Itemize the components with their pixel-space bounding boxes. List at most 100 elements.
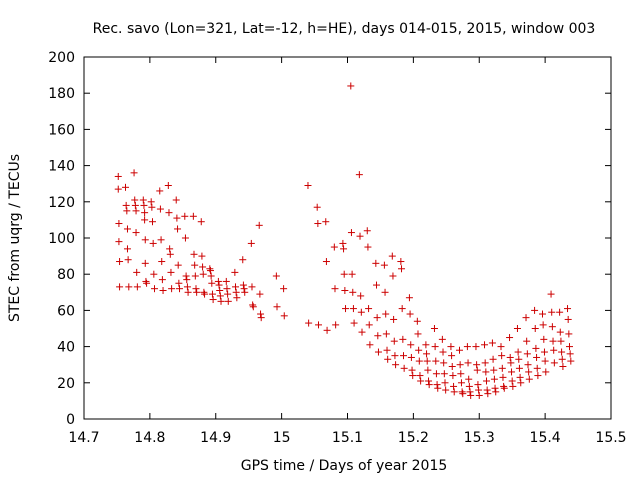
data-point xyxy=(463,343,471,351)
data-point xyxy=(549,337,557,345)
data-point xyxy=(183,276,191,284)
data-point xyxy=(516,373,524,381)
data-point xyxy=(156,187,164,195)
data-point xyxy=(330,243,338,251)
plot-frame xyxy=(83,56,612,420)
data-point xyxy=(149,239,157,247)
y-tick-label: 200 xyxy=(48,50,75,66)
data-point xyxy=(550,346,558,354)
data-point xyxy=(400,364,408,372)
data-point xyxy=(175,279,183,287)
data-point xyxy=(158,258,166,266)
data-point xyxy=(149,218,157,226)
data-point xyxy=(166,250,174,258)
data-point xyxy=(382,330,390,338)
data-point xyxy=(305,319,313,327)
data-point xyxy=(208,290,216,298)
data-point xyxy=(167,268,175,276)
data-point xyxy=(424,366,432,374)
data-point xyxy=(350,319,358,327)
data-point xyxy=(440,359,448,367)
data-point xyxy=(413,317,421,325)
data-point xyxy=(389,272,397,280)
data-point xyxy=(133,268,141,276)
data-point xyxy=(498,352,506,360)
y-tick-label: 40 xyxy=(57,340,75,356)
data-point xyxy=(423,350,431,358)
data-point xyxy=(531,306,539,314)
data-point xyxy=(398,305,406,313)
data-point xyxy=(482,368,490,376)
data-point xyxy=(390,315,398,323)
data-point xyxy=(490,366,498,374)
data-point xyxy=(434,384,442,392)
data-point xyxy=(481,341,489,349)
data-point xyxy=(438,335,446,343)
data-point xyxy=(416,372,424,380)
data-point xyxy=(492,388,500,396)
x-tick-label: 15 xyxy=(273,430,291,446)
data-point xyxy=(425,381,433,389)
data-point xyxy=(466,388,474,396)
data-point xyxy=(532,344,540,352)
data-point xyxy=(542,368,550,376)
data-point xyxy=(515,364,523,372)
data-point xyxy=(488,339,496,347)
data-point xyxy=(541,357,549,365)
data-point xyxy=(559,363,567,371)
data-point xyxy=(433,381,441,389)
data-point xyxy=(523,350,531,358)
data-point xyxy=(356,232,364,240)
data-point xyxy=(147,198,155,206)
data-point xyxy=(508,368,516,376)
data-point xyxy=(432,357,440,365)
data-point xyxy=(341,286,349,294)
data-point xyxy=(148,203,156,211)
data-point xyxy=(472,343,480,351)
data-point xyxy=(349,288,357,296)
data-point xyxy=(425,377,433,385)
data-point xyxy=(448,352,456,360)
data-point xyxy=(241,288,249,296)
data-point xyxy=(199,270,207,278)
x-axis: 14.7 14.8 14.9 15 15.1 15.2 15.3 15.4 15.5 xyxy=(68,57,627,446)
data-point xyxy=(132,229,140,237)
data-point xyxy=(382,310,390,318)
data-point xyxy=(315,321,323,329)
data-point xyxy=(124,256,132,264)
data-point xyxy=(123,245,131,253)
data-point xyxy=(408,366,416,374)
data-point xyxy=(240,285,248,293)
data-point xyxy=(223,285,231,293)
data-point xyxy=(174,225,182,233)
data-point xyxy=(540,335,548,343)
data-point xyxy=(515,355,523,363)
data-point xyxy=(449,372,457,380)
data-point xyxy=(222,277,230,285)
data-point xyxy=(198,252,206,260)
data-point xyxy=(397,258,405,266)
data-point xyxy=(150,270,158,278)
data-point xyxy=(442,386,450,394)
data-point xyxy=(357,292,365,300)
data-point xyxy=(456,361,464,369)
data-point xyxy=(340,245,348,253)
data-point xyxy=(200,288,208,296)
data-point xyxy=(304,182,312,190)
y-tick-label: 0 xyxy=(66,412,75,428)
data-point xyxy=(499,373,507,381)
data-point xyxy=(114,185,122,193)
data-point xyxy=(123,225,131,233)
data-point xyxy=(475,386,483,394)
data-point xyxy=(116,283,124,291)
data-point xyxy=(455,346,463,354)
data-point xyxy=(365,305,373,313)
data-point xyxy=(232,283,240,291)
data-point xyxy=(176,285,184,293)
data-point xyxy=(140,201,148,209)
y-tick-label: 180 xyxy=(48,86,75,102)
data-point xyxy=(125,283,133,291)
y-tick-label: 120 xyxy=(48,195,75,211)
data-point xyxy=(174,261,182,269)
